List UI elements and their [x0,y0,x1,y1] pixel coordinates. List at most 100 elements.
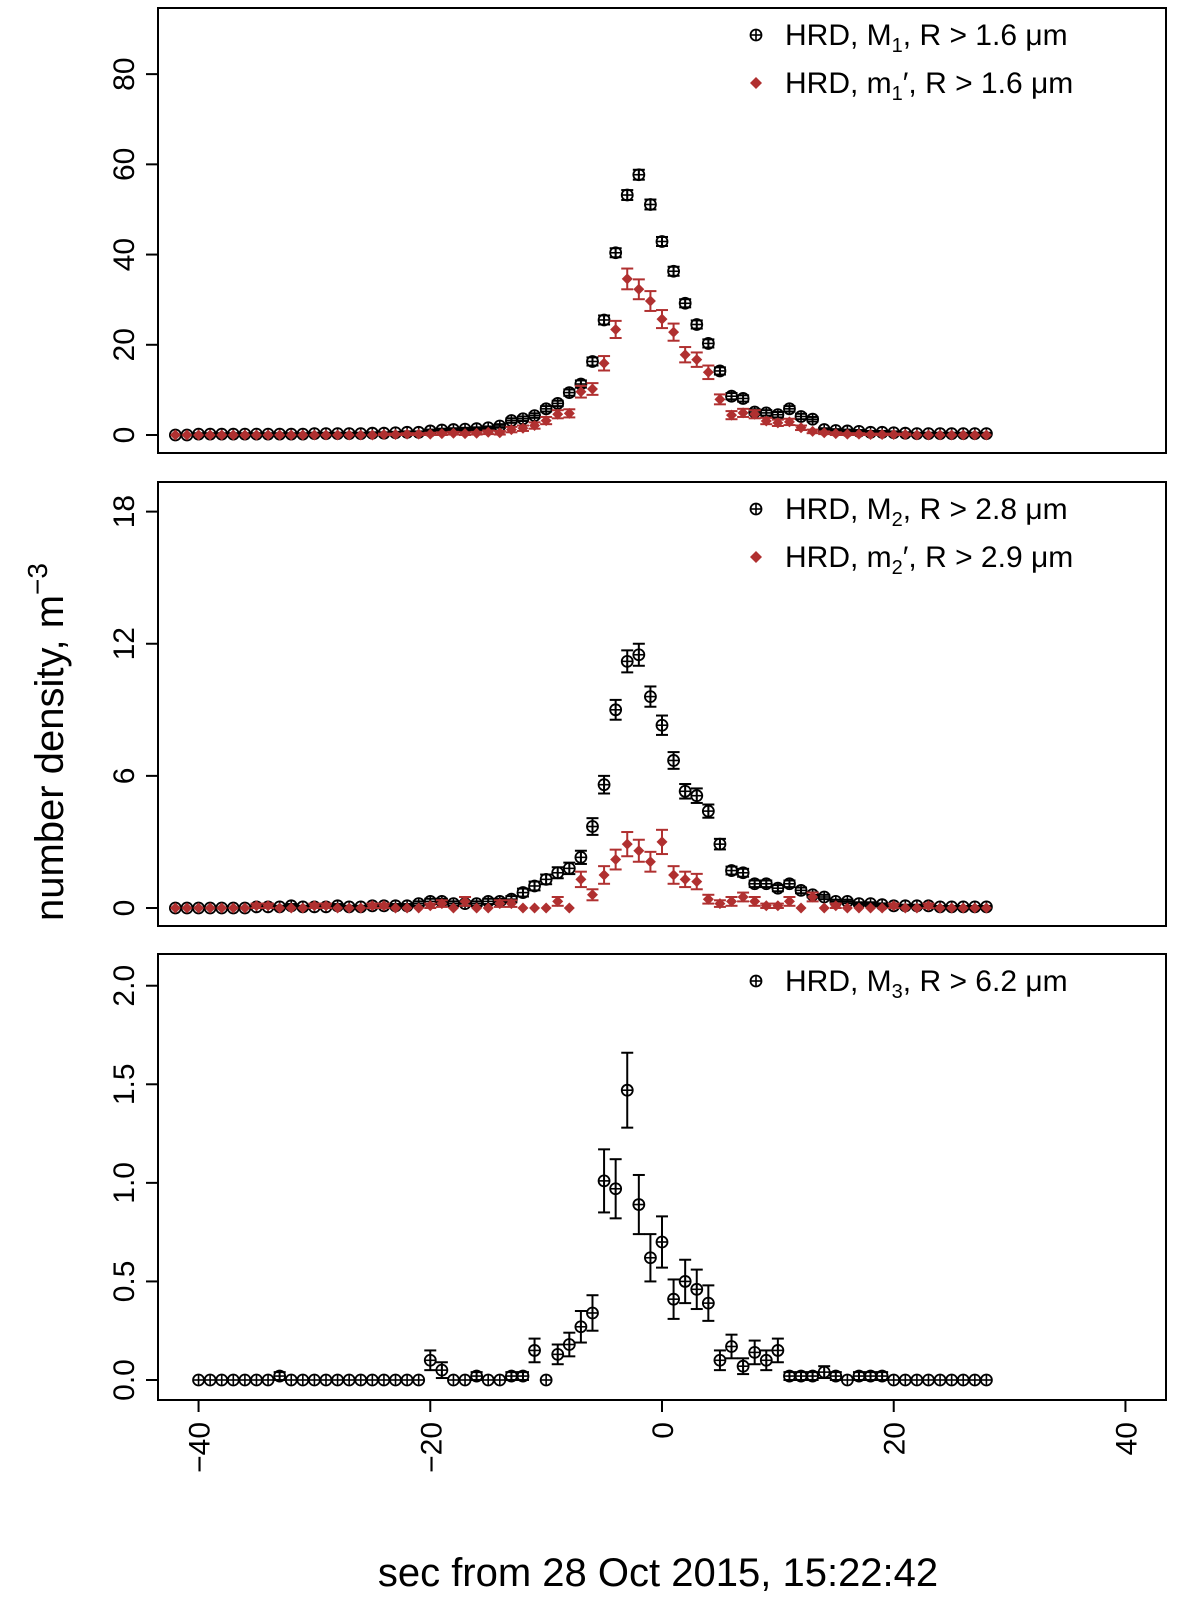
circle-plus-marker [620,188,634,202]
data-point [238,1373,252,1387]
legend-item: HRD, M1, R > 1.6 μm [749,19,1068,57]
legend-diamond-icon [750,77,762,89]
data-point [737,407,750,419]
data-point [586,1294,599,1332]
data-point [390,902,402,914]
data-point [737,891,750,903]
data-point [284,1373,298,1387]
diamond-marker [783,416,795,428]
y-tick-label: 18 [108,495,141,528]
circle-plus-marker [922,1373,935,1387]
diamond-marker [644,856,656,868]
data-point [227,429,239,441]
data-point [956,1373,970,1387]
y-axis-label: number density, m−3 [22,563,72,921]
diamond-marker [517,422,529,434]
data-point [239,429,251,441]
data-point [471,902,483,914]
legend-item: HRD, m2′, R > 2.9 μm [750,541,1073,579]
data-point [447,1373,460,1387]
data-point [377,1373,391,1387]
circle-plus-marker [562,861,576,875]
data-point [274,429,286,441]
diamond-marker [552,408,564,420]
data-point [933,1373,947,1387]
data-point [980,902,992,914]
circle-plus-marker [840,1373,854,1387]
y-tick-label: 6 [108,768,141,785]
legend-item: HRD, M3, R > 6.2 μm [749,965,1068,1003]
legend-circle-plus-icon [749,502,763,516]
circle-plus-marker [852,1369,866,1383]
diamond-marker [969,429,981,441]
data-point [980,429,992,441]
diamond-marker [216,902,228,914]
data-point [783,877,796,891]
data-point [285,902,297,914]
circle-plus-marker [609,703,623,717]
data-point [562,386,576,399]
circle-plus-marker [875,1369,889,1383]
data-point [725,409,738,421]
y-tick-label: 0 [108,900,141,917]
diamond-marker [482,902,494,914]
circle-plus-marker [470,1369,484,1383]
data-point [725,1333,738,1360]
diamond-marker [922,429,934,441]
data-point [865,902,877,914]
diamond-marker [679,349,691,361]
x-tick-label: 40 [1110,1422,1143,1455]
circle-plus-marker [783,1369,796,1383]
data-point [644,685,657,708]
data-point [957,429,969,441]
data-point [308,429,320,441]
circle-plus-marker [725,1340,738,1353]
data-point [435,898,448,910]
data-point [377,900,390,912]
data-point [771,900,784,912]
data-point [713,1349,727,1372]
y-tick-label: 20 [108,328,141,361]
circle-plus-marker [574,1320,588,1334]
circle-plus-marker [597,1174,611,1188]
diamond-marker [285,902,297,914]
series-2 [169,828,992,914]
circle-plus-marker [539,872,553,886]
data-point [424,428,437,440]
data-point [389,1373,402,1387]
data-point [482,902,494,914]
data-point [470,1369,484,1383]
data-point [946,429,958,441]
data-point [320,429,332,441]
circle-plus-marker [377,1373,391,1387]
data-point [609,246,623,260]
diamond-marker [830,428,842,440]
diamond-marker [505,424,517,436]
diamond-marker [540,415,552,427]
diamond-marker [876,429,888,441]
data-point [181,429,193,441]
data-point [679,346,692,364]
diamond-marker [390,902,402,914]
data-point [864,1369,877,1383]
data-point [911,902,923,914]
circle-plus-marker [551,866,565,880]
data-point [922,429,934,441]
diamond-marker [274,429,286,441]
diamond-marker [737,407,749,419]
diamond-marker [818,427,830,439]
diamond-marker [865,902,877,914]
circle-plus-marker [620,654,634,668]
data-point [459,895,472,907]
diamond-marker [308,900,320,912]
data-point [644,290,657,312]
legend-label: HRD, m2′, R > 2.9 μm [785,541,1073,579]
data-point [922,1373,935,1387]
diamond-marker [424,900,436,912]
diamond-marker [413,902,425,914]
data-point [505,898,518,910]
diamond-marker [760,900,772,912]
data-point [969,902,981,914]
circle-plus-marker [667,264,680,278]
circle-plus-marker [354,1373,368,1387]
